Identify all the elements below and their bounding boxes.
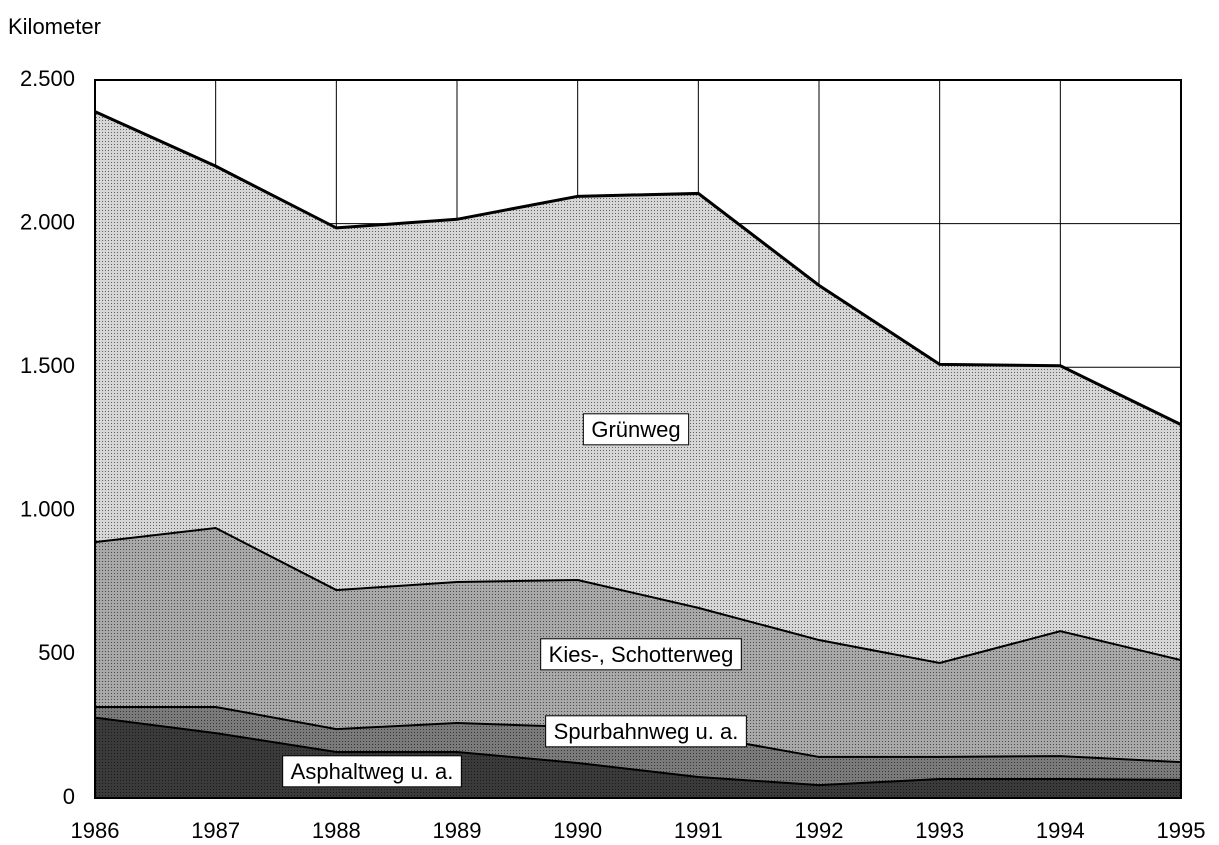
x-tick-label: 1994 [1036, 818, 1085, 843]
y-tick-label: 1.500 [20, 353, 75, 378]
x-tick-label: 1987 [191, 818, 240, 843]
series-label: Kies-, Schotterweg [549, 642, 734, 667]
x-tick-label: 1995 [1157, 818, 1206, 843]
area-edge [94, 716, 1182, 787]
x-tick-label: 1990 [553, 818, 602, 843]
y-tick-label: 500 [38, 640, 75, 665]
y-tick-label: 2.500 [20, 66, 75, 91]
x-tick-label: 1993 [915, 818, 964, 843]
y-tick-label: 2.000 [20, 209, 75, 234]
series-label: Grünweg [591, 417, 680, 442]
series-label-box [540, 638, 742, 671]
y-tick-label: 1.000 [20, 497, 75, 522]
x-tick-label: 1991 [674, 818, 723, 843]
area [95, 111, 1181, 664]
area-edge [94, 110, 1182, 426]
y-axis-label: Kilometer [8, 14, 101, 39]
series-label: Spurbahnweg u. a. [554, 719, 739, 744]
series-label-box [582, 413, 690, 446]
x-tick-label: 1992 [795, 818, 844, 843]
plot-frame [94, 79, 1182, 799]
x-tick-label: 1986 [71, 818, 120, 843]
x-tick-label: 1988 [312, 818, 361, 843]
series-label-box [545, 715, 747, 748]
x-tick-label: 1989 [433, 818, 482, 843]
y-tick-label: 0 [63, 784, 75, 809]
series-label-box [282, 755, 462, 788]
series-label: Asphaltweg u. a. [291, 759, 454, 784]
area-edge [94, 527, 1182, 665]
